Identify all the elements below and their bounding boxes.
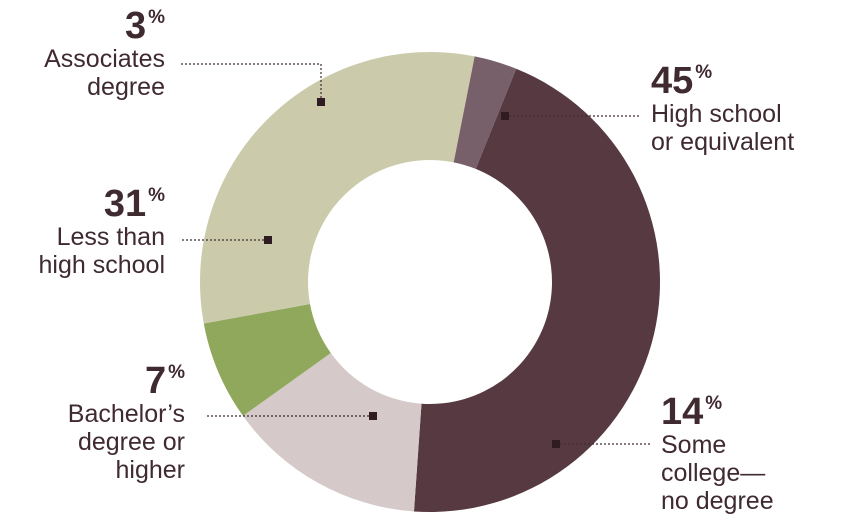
category-label-bachelors: Bachelor’s degree or higher [67, 400, 185, 484]
marker-less-than-high-school [264, 236, 272, 244]
value-label-bachelors: 7% [144, 360, 185, 402]
slice-less-than-high-school [200, 52, 475, 324]
label-some-college: 14% Some college— no degree [661, 393, 774, 515]
marker-associates [317, 98, 325, 106]
category-label-some-college: Some college— no degree [661, 431, 774, 515]
leader-line-associates [180, 63, 322, 102]
marker-high-school [501, 112, 509, 120]
label-bachelors: 7% Bachelor’s degree or higher [68, 362, 185, 484]
value-label-associates: 3% [124, 5, 165, 47]
category-label-associates: Associates degree [44, 45, 165, 101]
label-high-school: 45% High school or equivalent [651, 62, 794, 156]
marker-some-college [552, 440, 560, 448]
slice-associates [453, 56, 517, 169]
label-less-than-high-school: 31% Less than high school [39, 185, 165, 279]
value-label-less-than-high-school: 31% [103, 183, 165, 225]
category-label-high-school: High school or equivalent [651, 100, 795, 156]
slice-high-school [413, 68, 660, 512]
label-associates: 3% Associates degree [44, 7, 165, 101]
value-label-some-college: 14% [661, 391, 723, 433]
slice-bachelors [203, 304, 331, 416]
slice-some-college [242, 353, 422, 512]
marker-bachelors [369, 412, 377, 420]
value-label-high-school: 45% [651, 60, 713, 102]
category-label-less-than-high-school: Less than high school [38, 223, 165, 279]
